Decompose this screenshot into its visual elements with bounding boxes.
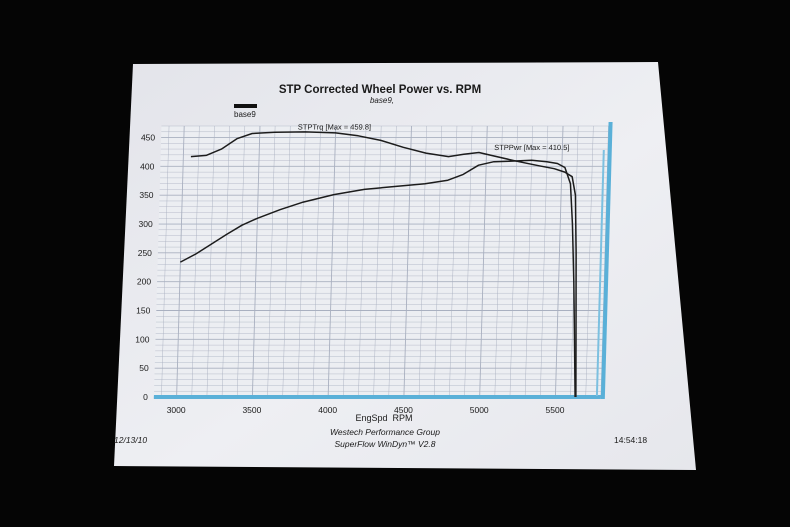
grid-line-x xyxy=(449,126,458,397)
grid-line-x xyxy=(161,126,170,397)
series-annotation-stppwr: STPPwr [Max = 410.5] xyxy=(494,143,569,152)
footer-software: SuperFlow WinDyn™ V2.8 xyxy=(334,439,435,449)
legend-label: base9 xyxy=(234,110,256,119)
grid-line-x xyxy=(297,126,306,397)
legend-swatch xyxy=(234,104,257,108)
y-tick-label: 0 xyxy=(143,392,148,402)
x-tick-label: 5000 xyxy=(470,405,489,415)
y-tick-label: 400 xyxy=(140,161,154,171)
grid-line-x xyxy=(221,126,230,397)
right-accent-inner xyxy=(595,150,605,396)
series-layer xyxy=(180,131,577,398)
x-axis-label: EngSpd RPM xyxy=(355,413,412,423)
grid-line-x xyxy=(418,126,427,397)
y-tick-label: 250 xyxy=(138,248,152,258)
grid-line-x xyxy=(373,126,382,397)
grid-line-x xyxy=(388,126,397,397)
y-tick-label: 300 xyxy=(139,219,153,229)
y-tick-label: 200 xyxy=(137,277,151,287)
grid-line-x xyxy=(403,126,412,397)
y-tick-label: 100 xyxy=(135,334,149,344)
x-axis-accent xyxy=(153,395,601,399)
right-accent xyxy=(600,122,613,399)
y-tick-label: 450 xyxy=(141,133,155,143)
grid-line-x xyxy=(524,126,533,397)
footer-company: Westech Performance Group xyxy=(330,427,440,437)
grid-line-x xyxy=(282,126,291,397)
y-tick-label: 350 xyxy=(139,190,153,200)
grid-line-x xyxy=(540,126,549,397)
series-annotation-stptrq: STPTrq [Max = 459.8] xyxy=(298,122,372,131)
series-line-stppwr xyxy=(180,159,576,398)
grid-line-x xyxy=(343,126,352,397)
grid-line-x xyxy=(494,126,503,397)
plot-background xyxy=(153,126,609,397)
x-tick-label: 4500 xyxy=(394,405,413,415)
grid-line-x xyxy=(570,126,579,397)
grid-line-x xyxy=(251,126,261,397)
series-line-stptrq xyxy=(190,131,577,398)
grid-line-x xyxy=(585,126,594,397)
grid-line-x xyxy=(236,126,246,397)
x-tick-label: 5500 xyxy=(546,405,565,415)
annotations-layer: STPTrq [Max = 459.8] STPPwr [Max = 410.5] xyxy=(298,122,570,152)
y-tick-labels: 0 50 100 150 200 250 300 350 400 450 xyxy=(135,133,155,402)
grid-line-x xyxy=(206,126,215,397)
x-tick-label: 3000 xyxy=(167,405,186,415)
legend: base9 xyxy=(234,104,257,119)
grid-line-x xyxy=(464,126,473,397)
y-tick-label: 50 xyxy=(139,363,149,373)
grid-line-x xyxy=(312,126,321,397)
grid-line-x xyxy=(191,126,200,397)
grid-line-x xyxy=(267,126,276,397)
footer-date: 12/13/10 xyxy=(114,435,147,445)
chart-title: STP Corrected Wheel Power vs. RPM xyxy=(279,84,481,96)
x-tick-label: 4000 xyxy=(318,405,337,415)
grid-line-x xyxy=(358,126,367,397)
grid-line-x xyxy=(479,126,488,397)
grid xyxy=(153,125,609,398)
y-tick-label: 150 xyxy=(136,306,150,316)
chart-subtitle: base9, xyxy=(370,96,394,105)
x-tick-label: 3500 xyxy=(242,405,261,415)
plot-area: STPTrq [Max = 459.8] STPPwr [Max = 410.5] xyxy=(153,122,613,399)
x-tick-labels: 3000 3500 4000 4500 5000 5500 xyxy=(167,405,565,415)
grid-line-x xyxy=(327,126,337,397)
grid-line-x xyxy=(509,126,518,397)
grid-line-x xyxy=(433,126,443,397)
footer-time: 14:54:18 xyxy=(614,435,647,445)
